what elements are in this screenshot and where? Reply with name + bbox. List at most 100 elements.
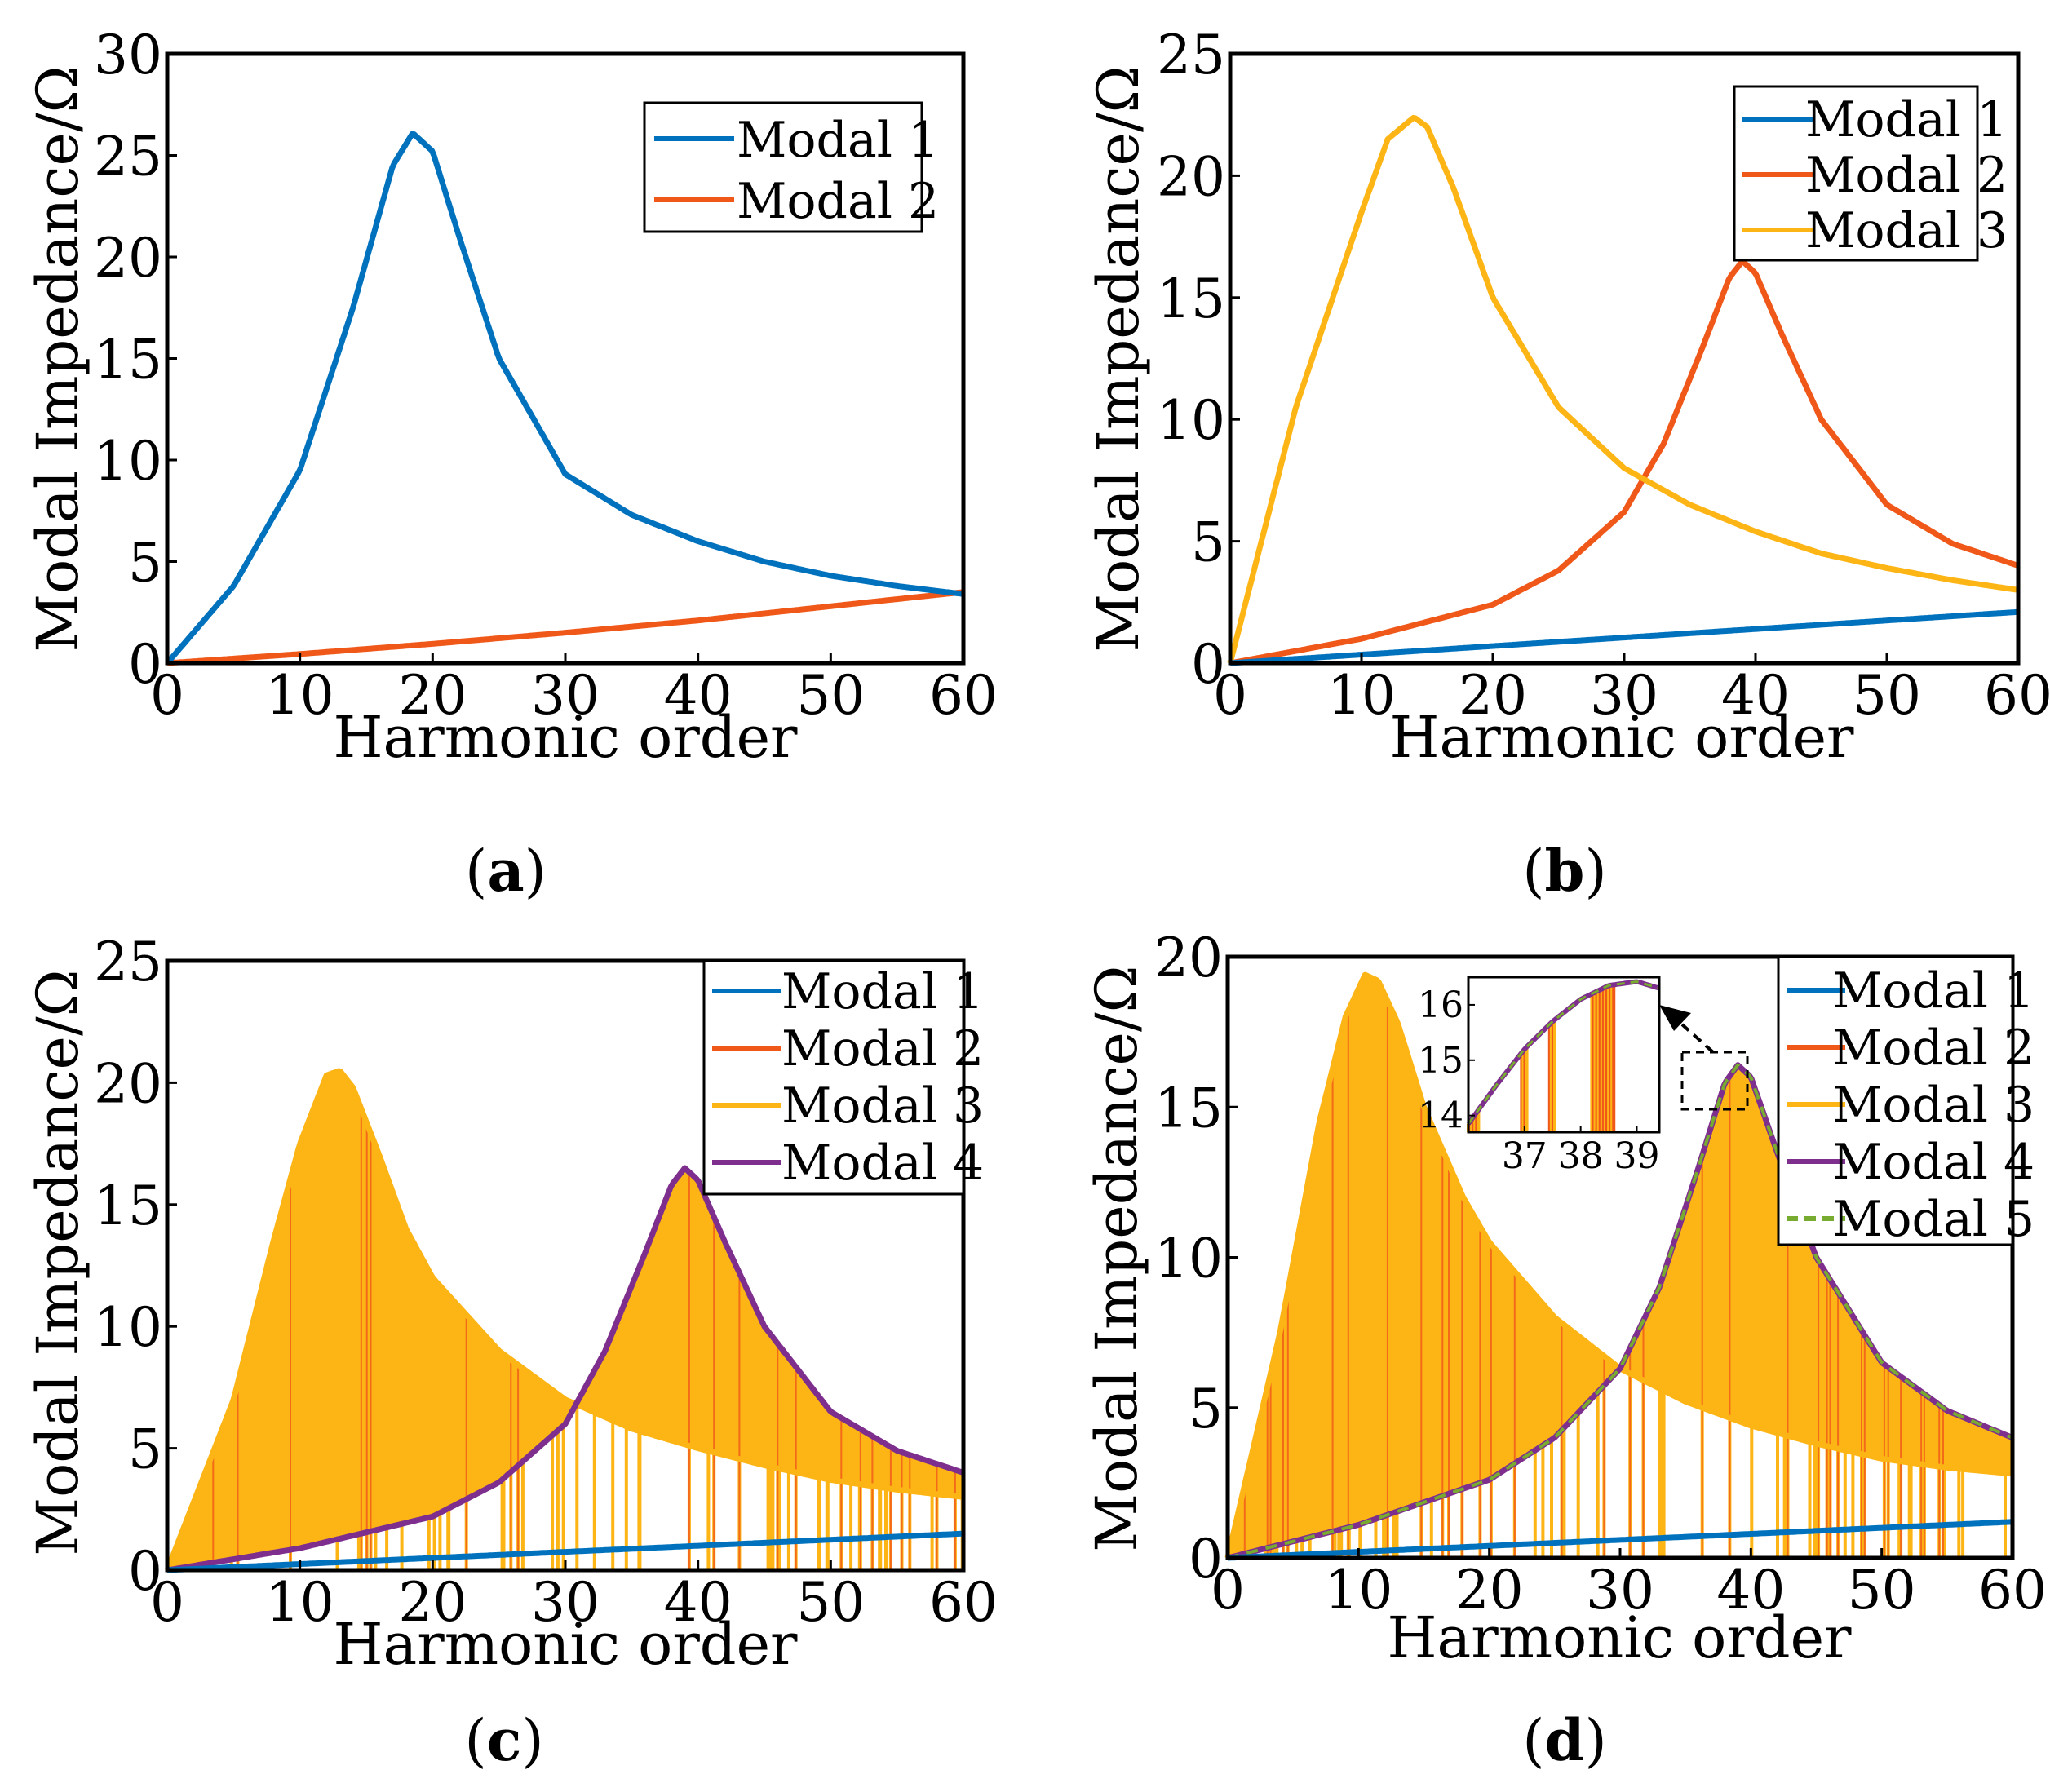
panel-a-ytick-label-15: 15: [94, 329, 162, 392]
panel-a-xtick-label-40: 40: [664, 664, 733, 727]
panel-a-ytick-label-5: 5: [128, 532, 162, 595]
panel-d-series-modal-5: [1227, 1063, 2013, 1560]
panel-c-xtick-label-60: 60: [929, 1571, 998, 1634]
panel-a-xtick-label-20: 20: [398, 664, 467, 727]
panel-a-series-modal-1: [165, 131, 965, 666]
panel-c-xtick-label-20: 20: [398, 1571, 467, 1634]
panel-d-inset-layer: [1466, 979, 1660, 1132]
panel-c-ytick-label-5: 5: [128, 1418, 162, 1481]
panel-d-xtick-label-40: 40: [1716, 1559, 1785, 1622]
panel-c-ytick-label-10: 10: [94, 1296, 162, 1359]
panel-d-xlabel: Harmonic order: [1388, 1604, 1853, 1671]
panel-b-caption: (b): [1522, 837, 1607, 905]
panel-d-legend-label-modal-3: Modal 3: [1832, 1077, 2035, 1134]
panel-c-series-modal-4: [166, 1165, 965, 1573]
panel-c-xlabel: Harmonic order: [334, 1611, 799, 1678]
panel-d-legend-label-modal-4: Modal 4: [1832, 1134, 2035, 1191]
panel-d: 0 10 20 30 40 50 60 0 5 10 15 20 Harmonic order Mod…: [1083, 927, 2047, 1774]
panel-d-legend-label-modal-5: Modal 5: [1832, 1191, 2035, 1248]
panel-d-inset-background: [1468, 977, 1659, 1132]
panel-d-xtick-label-0: 0: [1211, 1559, 1245, 1622]
panel-a-xtick-label-50: 50: [796, 664, 865, 727]
panel-c-legend-label-modal-2: Modal 2: [781, 1020, 984, 1077]
panel-a-legend-label-modal-2: Modal 2: [737, 173, 939, 230]
panel-b-series-modal-2: [1229, 258, 2020, 666]
panel-d-xtick-label-60: 60: [1978, 1559, 2047, 1622]
panel-b-ytick-label-25: 25: [1157, 24, 1225, 86]
panel-d-caption-letter: d: [1545, 1706, 1585, 1774]
panel-b-caption-letter: b: [1545, 837, 1585, 905]
panel-d-xtick-label-20: 20: [1455, 1559, 1524, 1622]
panel-d-inset-xtick-label-39: 39: [1614, 1135, 1659, 1177]
panel-d-ytick-label-5: 5: [1189, 1378, 1223, 1440]
panel-a-caption-letter: a: [487, 837, 524, 905]
panel-a-ticks-layer: 0 10 20 30 40 50 60 0 5 10 15 20 25 30: [94, 24, 998, 727]
panel-b-xtick-label-40: 40: [1721, 664, 1790, 727]
panel-c-xtick-label-40: 40: [664, 1571, 733, 1634]
panel-a-xtick-label-30: 30: [531, 664, 600, 727]
panel-d-xtick-label-10: 10: [1324, 1559, 1392, 1622]
panel-d-xtick-label-50: 50: [1848, 1559, 1916, 1622]
panel-b-ytick-label-20: 20: [1157, 145, 1225, 208]
panel-d-inset-xtick-label-38: 38: [1558, 1135, 1604, 1177]
panel-d-legend-label-modal-1: Modal 1: [1832, 962, 2035, 1020]
panel-d-ylabel: Modal Impedance/Ω: [1083, 965, 1150, 1551]
panel-b-xlabel: Harmonic order: [1390, 704, 1855, 771]
panel-c-legend: Modal 1 Modal 2 Modal 3 Modal 4: [702, 959, 984, 1196]
panel-a-xtick-label-10: 10: [266, 664, 334, 727]
panel-d-inset-ytick-label-14: 14: [1418, 1095, 1463, 1137]
panel-d-caption: (d): [1522, 1706, 1607, 1774]
panel-c-ytick-label-15: 15: [94, 1175, 162, 1237]
panel-b-xtick-label-50: 50: [1853, 664, 1921, 727]
panel-a-xtick-label-0: 0: [150, 664, 184, 727]
panel-a-xtick-label-60: 60: [929, 664, 998, 727]
panel-c-series-modal-3: [164, 1068, 965, 1572]
panel-b-ytick-label-0: 0: [1191, 633, 1225, 696]
panel-d-legend-label-modal-2: Modal 2: [1832, 1020, 2035, 1077]
panel-b-ytick-label-5: 5: [1191, 511, 1225, 574]
panel-a-ylabel: Modal Impedance/Ω: [24, 65, 91, 652]
panel-c-caption: (c): [464, 1706, 543, 1774]
panel-d-inset-box: [1467, 976, 1661, 1134]
panel-c-xtick-label-30: 30: [531, 1571, 600, 1634]
panel-b-series-modal-3: [1227, 114, 2020, 664]
panel-a-ytick-label-30: 30: [94, 24, 162, 86]
panel-d-modal-2-oscillation-red: [1243, 1001, 1944, 1558]
panel-b: 0 10 20 30 40 50 60 0 5 10 15 20 25 Harmonic order M…: [1085, 24, 2050, 905]
panel-c-xtick-label-50: 50: [796, 1571, 865, 1634]
panel-a-legend-box: [643, 101, 923, 233]
panel-c-caption-letter: c: [487, 1706, 522, 1774]
panel-c-xtick-label-10: 10: [266, 1571, 334, 1634]
panel-b-ytick-label-15: 15: [1157, 268, 1225, 330]
panel-c-ticks-layer: 0 10 20 30 40 50 60 0 5 10 15 20 25: [94, 931, 998, 1634]
panel-b-legend-label-modal-3: Modal 3: [1805, 202, 2008, 259]
panel-d-ytick-label-10: 10: [1154, 1228, 1223, 1290]
panel-a-legend: Modal 1 Modal 2: [643, 101, 939, 233]
panel-c-xtick-label-0: 0: [150, 1571, 184, 1634]
panel-b-ticks-layer: 0 10 20 30 40 50 60 0 5 10 15 20 25: [1157, 24, 2050, 727]
panel-b-xtick-label-30: 30: [1590, 664, 1658, 727]
panel-b-xtick-label-0: 0: [1213, 664, 1247, 727]
panel-a-ytick-label-20: 20: [94, 227, 162, 290]
panel-a-xlabel: Harmonic order: [334, 704, 799, 771]
panel-b-xtick-label-60: 60: [1984, 664, 2050, 727]
panel-c-ytick-label-20: 20: [94, 1052, 162, 1115]
panel-b-legend-label-modal-1: Modal 1: [1805, 91, 2008, 148]
panel-d-inset-xtick-label-37: 37: [1502, 1135, 1547, 1177]
panel-d-inset-ticks-layer: 37 38 39 14 15 16: [1418, 984, 1659, 1177]
panel-d-ytick-label-20: 20: [1154, 927, 1223, 989]
panel-d-legend: Modal 1 Modal 2 Modal 3 Modal 4 Modal 5: [1777, 955, 2035, 1248]
panel-c-legend-label-modal-3: Modal 3: [781, 1077, 984, 1135]
panel-c-ylabel: Modal Impedance/Ω: [24, 969, 91, 1555]
panel-c-ytick-label-25: 25: [94, 931, 162, 993]
panel-d-legend-box: [1777, 955, 2014, 1246]
panel-b-legend: Modal 1 Modal 2 Modal 3: [1733, 85, 2008, 262]
panel-d-zoom-arrow-head: [1659, 1005, 1691, 1031]
panel-d-zoom-arrow-line: [1680, 1023, 1715, 1054]
panel-d-series-layer: [1224, 971, 2014, 1561]
panel-a-ytick-label-25: 25: [94, 126, 162, 188]
panel-d-ytick-label-0: 0: [1189, 1528, 1223, 1591]
panel-a-ytick-label-10: 10: [94, 430, 162, 493]
panel-b-ytick-label-10: 10: [1157, 389, 1225, 452]
